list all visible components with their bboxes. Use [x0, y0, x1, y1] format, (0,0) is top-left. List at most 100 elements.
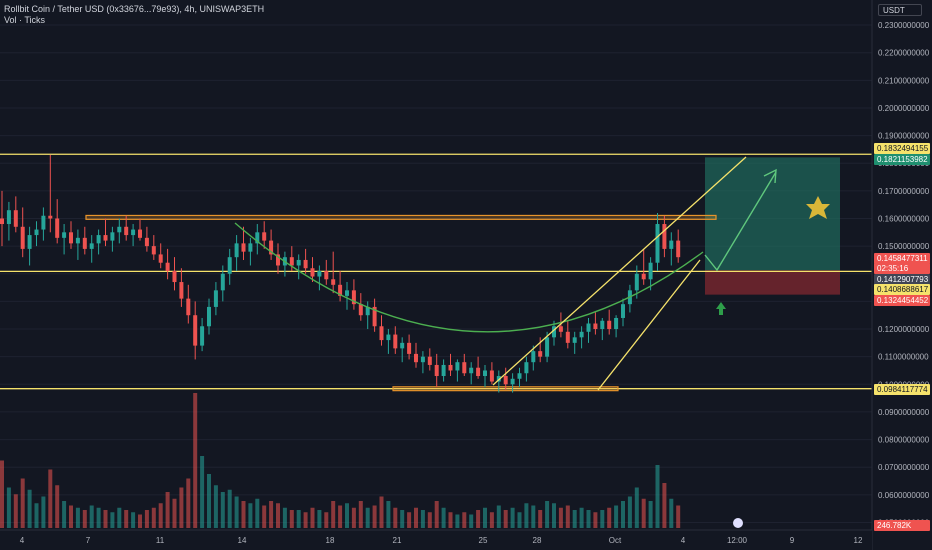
candle-body — [469, 367, 474, 374]
price-badge-level[interactable] — [874, 284, 930, 295]
candle-body — [103, 235, 108, 241]
x-tick-label: 14 — [238, 536, 247, 545]
stop-zone[interactable] — [705, 270, 840, 295]
price-badge-level[interactable] — [874, 384, 930, 395]
volume-bar — [641, 498, 646, 528]
volume-bar — [241, 501, 246, 528]
candle-body — [427, 356, 432, 365]
volume-bar — [462, 512, 467, 528]
volume-bar — [55, 485, 60, 528]
candle-body — [289, 257, 294, 266]
volume-bar — [193, 393, 198, 528]
volume-bar — [75, 507, 80, 528]
channel-upper-line[interactable] — [492, 156, 747, 386]
y-tick-label: 0.2000000000 — [878, 104, 930, 113]
candle-body — [476, 367, 481, 377]
volume-bar — [13, 494, 18, 528]
price-badge-countdown[interactable] — [874, 263, 930, 274]
channel-lower-line[interactable] — [597, 259, 701, 391]
price-axis[interactable]: 0.2300000000 0.2200000000 0.2100000000 0.20… — [871, 0, 932, 550]
candle-body — [262, 232, 267, 241]
candle-body — [124, 226, 129, 236]
candle-body — [648, 262, 653, 280]
volume-bar — [27, 489, 32, 528]
candle-body — [227, 257, 232, 274]
candle-body — [455, 362, 460, 371]
candle-body — [55, 218, 60, 238]
x-tick-label: 11 — [156, 536, 165, 545]
volume-bar — [434, 501, 439, 528]
price-badge-entry[interactable] — [874, 274, 930, 285]
volume-bar — [296, 510, 301, 528]
volume-bar — [614, 505, 619, 528]
price-badge-last[interactable] — [874, 253, 930, 264]
volume-bar — [207, 474, 211, 528]
volume-bar — [400, 510, 405, 528]
cup-curve[interactable] — [234, 222, 704, 333]
candle-body — [27, 235, 32, 249]
long-signal-arrow-icon — [716, 302, 726, 315]
volume-bars — [0, 393, 681, 528]
volume-bar — [48, 469, 53, 528]
price-badge-text: 0.1324454452 — [877, 296, 929, 305]
price-badge-volume[interactable] — [874, 520, 930, 531]
currency-button[interactable]: USDT — [878, 4, 922, 16]
y-tick-label: 0.1900000000 — [878, 132, 930, 141]
candle-body — [255, 232, 260, 244]
price-badge-level[interactable] — [874, 143, 930, 154]
arrow-head-icon — [763, 168, 777, 184]
candle-body — [441, 364, 446, 377]
candle-body — [131, 229, 136, 236]
volume-bar — [414, 507, 418, 528]
projection-arrow[interactable] — [704, 171, 777, 272]
volume-bar — [310, 507, 315, 528]
candle-body — [531, 351, 536, 363]
resistance-zone[interactable] — [85, 214, 717, 220]
y-tick-label: 0.2200000000 — [878, 49, 930, 58]
volume-bar — [379, 496, 384, 528]
price-badge-text: 02:35:16 — [877, 264, 909, 273]
volume-bar — [227, 489, 232, 528]
price-badge-text: 0.1408688617 — [877, 285, 929, 294]
volume-bar — [110, 512, 115, 528]
candle-body — [503, 376, 508, 385]
candle-body — [579, 331, 584, 338]
candle-body — [483, 370, 487, 377]
volume-bar — [20, 478, 25, 528]
x-tick-label: 7 — [86, 536, 91, 545]
candle-body — [213, 290, 218, 307]
volume-bar — [282, 507, 287, 528]
price-badge-target[interactable] — [874, 154, 930, 165]
volume-bar — [269, 501, 274, 528]
drawings[interactable] — [234, 156, 830, 528]
candle-body — [358, 304, 363, 316]
volume-bar — [565, 505, 570, 528]
time-axis[interactable]: 4 7 11 14 18 21 25 28 Oct 4 12:00 9 12 — [0, 529, 872, 550]
candle-body — [179, 282, 184, 299]
volume-bar — [338, 505, 343, 528]
volume-bar — [607, 507, 612, 528]
volume-bar — [186, 478, 191, 528]
y-tick-label: 0.1100000000 — [878, 353, 929, 362]
volume-indicator-label[interactable]: Vol · Ticks — [4, 15, 46, 25]
x-tick-label: 4 — [681, 536, 686, 545]
symbol-title[interactable]: Rollbit Coin / Tether USD (0x33676...79e… — [4, 4, 265, 14]
volume-bar — [138, 514, 142, 528]
y-tick-label: 0.2100000000 — [878, 76, 930, 85]
volume-bar — [496, 505, 501, 528]
y-tick-label: 0.1700000000 — [878, 187, 930, 196]
volume-bar — [407, 512, 412, 528]
volume-bar — [234, 496, 239, 528]
volume-bar — [441, 507, 446, 528]
candle-body — [586, 323, 591, 332]
volume-bar — [476, 510, 481, 528]
candle-body — [448, 364, 453, 371]
x-tick-label: 9 — [790, 536, 795, 545]
candle-body — [621, 304, 625, 318]
volume-bar — [448, 512, 453, 528]
candle-body — [276, 254, 280, 266]
volume-bar — [324, 512, 329, 528]
price-badge-stop[interactable] — [874, 295, 930, 306]
volume-bar — [372, 505, 377, 528]
